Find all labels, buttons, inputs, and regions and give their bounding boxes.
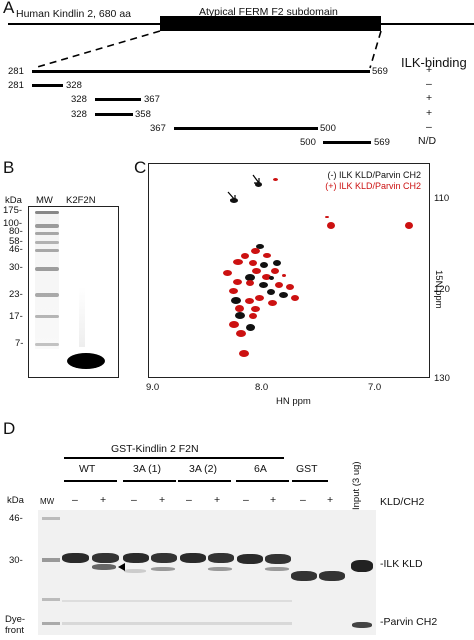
construct-start: 500 [300, 137, 316, 148]
mw-label: MW [40, 497, 55, 506]
arrow-icon [227, 174, 260, 201]
panel-a-letter: A [3, 0, 15, 17]
construct-start: 281 [8, 80, 24, 91]
mw-marker: 7- [15, 338, 24, 349]
construct-end: 569 [372, 66, 388, 77]
condition-sign: – [72, 494, 78, 506]
group-label: 6A [254, 463, 267, 475]
y-tick: 130 [434, 373, 450, 384]
mw-marker: 80- [9, 226, 23, 237]
protein-label: Human Kindlin 2, 680 aa [16, 8, 131, 20]
input-label: Input (3 ug) [351, 461, 362, 510]
domain-label: Atypical FERM F2 subdomain [199, 6, 338, 18]
y-tick: 120 [434, 284, 450, 295]
construct-start: 367 [150, 123, 166, 134]
mw-marker: 46- [9, 513, 23, 524]
condition-sign: + [100, 494, 107, 506]
mw-marker: 46- [9, 244, 23, 255]
k2f2n-band [67, 353, 105, 369]
construct-start: 281 [8, 66, 24, 77]
condition-sign: + [327, 494, 334, 506]
group-label: GST [296, 463, 318, 475]
y-tick: 110 [434, 193, 450, 204]
band-label-parvin-ch2: -Parvin CH2 [380, 616, 438, 628]
arrowhead-icon [118, 563, 125, 571]
x-tick: 8.0 [255, 382, 269, 393]
construct-bar [95, 113, 133, 116]
ilk-binding-header: ILK-binding [401, 55, 467, 70]
construct-bar [32, 84, 63, 87]
zoom-dashed-lines [33, 30, 382, 69]
group-label: WT [79, 463, 96, 475]
group-title: GST-Kindlin 2 F2N [111, 443, 199, 455]
construct-start: 328 [71, 109, 87, 120]
condition-sign: + [270, 494, 277, 506]
panel-c-letter: C [134, 158, 147, 177]
sds-gel-b [28, 206, 119, 378]
condition-sign: – [186, 494, 192, 506]
construct-end: 569 [374, 137, 390, 148]
construct-end: 328 [66, 80, 82, 91]
lane-label-k2f2n: K2F2N [66, 195, 96, 206]
x-tick: 7.0 [368, 382, 382, 393]
dye-front-label: Dye- front [5, 614, 26, 636]
mw-marker: 175- [3, 205, 23, 216]
panel-b-letter: B [3, 158, 15, 177]
legend-plus: (+) ILK KLD/Parvin CH2 [325, 181, 421, 191]
mw-marker: 58- [9, 236, 23, 247]
mw-marker: 30- [9, 555, 23, 566]
condition-sign: + [214, 494, 221, 506]
nmr-spectrum-plot: (-) ILK KLD/Parvin CH2 (+) ILK KLD/Parvi… [148, 163, 430, 378]
mw-marker: 23- [9, 289, 23, 300]
mw-marker: 30- [9, 262, 23, 273]
condition-sign: – [131, 494, 137, 506]
pull-down-gel [38, 510, 376, 635]
lane-label-mw: MW [36, 195, 53, 206]
mw-marker: 17- [9, 311, 23, 322]
x-tick: 9.0 [146, 382, 160, 393]
kda-label: kDa [5, 195, 22, 206]
condition-sign: + [159, 494, 166, 506]
group-label: 3A (1) [133, 463, 162, 475]
construct-bar [174, 127, 318, 130]
construct-end: 358 [135, 109, 151, 120]
construct-bar [323, 141, 371, 144]
condition-sign: – [243, 494, 249, 506]
binding-result: N/D [418, 135, 437, 147]
mw-marker: 100- [3, 218, 23, 229]
binding-result: – [426, 121, 432, 133]
panel-d-letter: D [3, 419, 16, 438]
construct-bar [32, 70, 370, 73]
condition-label: KLD/CH2 [380, 496, 425, 508]
binding-result: – [426, 78, 432, 90]
condition-sign: – [300, 494, 306, 506]
group-bracket [64, 457, 284, 459]
binding-result: + [426, 64, 433, 76]
kda-label: kDa [7, 495, 24, 506]
band-label-ilk-kld: -ILK KLD [380, 558, 423, 570]
legend-minus: (-) ILK KLD/Parvin CH2 [327, 170, 421, 180]
binding-result: + [426, 107, 433, 119]
construct-end: 367 [144, 94, 160, 105]
y-axis-label: 15N ppm [433, 270, 444, 309]
construct-bar [95, 98, 141, 101]
f2-subdomain-box [160, 16, 381, 31]
construct-end: 500 [320, 123, 336, 134]
group-label: 3A (2) [189, 463, 218, 475]
binding-result: + [426, 92, 433, 104]
x-axis-label: HN ppm [276, 396, 311, 407]
construct-start: 328 [71, 94, 87, 105]
